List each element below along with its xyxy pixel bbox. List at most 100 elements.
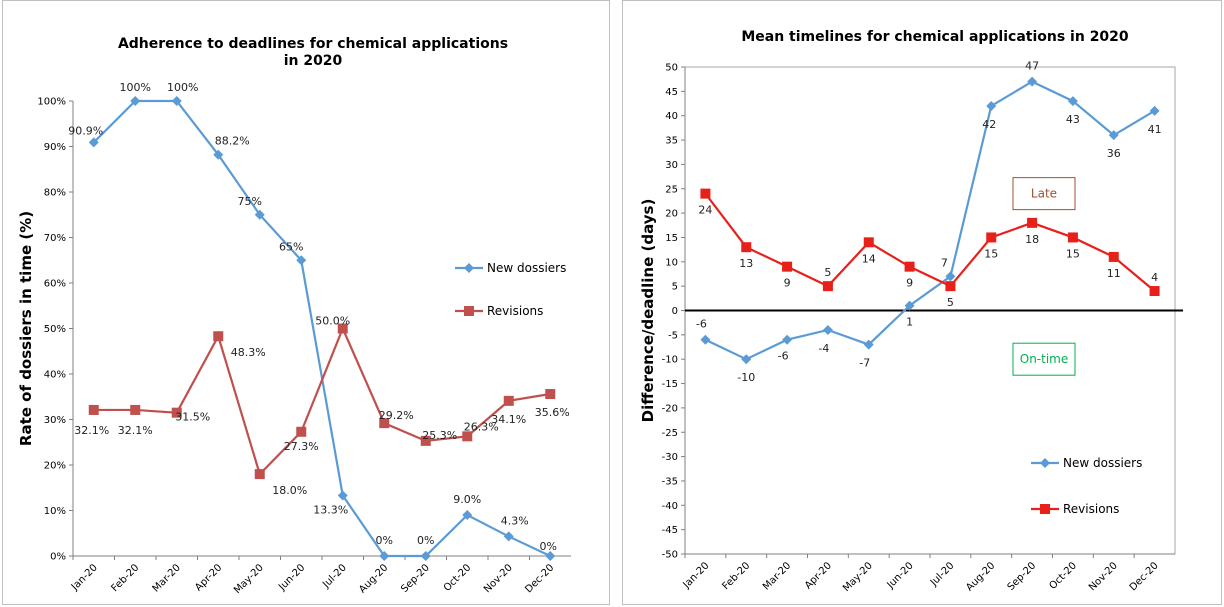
data-point-0-11 [1149, 105, 1160, 116]
x-tick-label: Oct-20 [1047, 560, 1079, 592]
x-tick-label: Sep-20 [399, 562, 432, 595]
series-line-1 [93, 325, 551, 477]
chart-adherence-svg: Adherence to deadlines for chemical appl… [17, 36, 571, 596]
data-point-1-0 [88, 404, 99, 415]
y-tick-label: -15 [662, 379, 678, 390]
data-label-0-2: 100% [167, 81, 198, 94]
series-1: 24 13 9 5 14 9 5 15 18 15 11 4 [698, 188, 1160, 309]
y-tick-label: 40 [665, 111, 678, 122]
x-tick-label: Mar-20 [151, 562, 183, 594]
data-point-1-9 [462, 431, 473, 442]
data-point-0-6 [337, 490, 348, 501]
data-point-0-0 [88, 137, 99, 148]
data-point-1-1 [130, 404, 141, 415]
data-label-1-2: 9 [784, 277, 791, 290]
data-point-0-3 [213, 149, 224, 160]
y-tick-label: -35 [662, 476, 678, 487]
data-point-0-1 [130, 96, 141, 106]
data-label-1-10: 34.1% [491, 413, 526, 426]
annotation-box-0 [1012, 177, 1076, 211]
x-tick-label: Apr-20 [803, 560, 834, 591]
data-point-1-11 [545, 389, 556, 400]
chart-title: in 2020 [284, 53, 343, 69]
y-axis-label: Rate of dossiers in time (%) [17, 211, 35, 446]
data-point-1-5 [904, 261, 915, 272]
legend-label-1: Revisions [487, 304, 543, 318]
data-point-1-2 [782, 261, 793, 272]
x-tick-label: Jun-20 [276, 562, 307, 593]
data-label-0-0: -6 [696, 318, 707, 331]
legend-label-0: New dossiers [1063, 456, 1142, 470]
x-tick-label: Jul-20 [320, 562, 349, 591]
x-tick-label: Aug-20 [357, 562, 390, 595]
chart-timelines-svg: Mean timelines for chemical applications… [639, 29, 1183, 594]
data-label-1-1: 13 [739, 257, 753, 270]
chart-title: Mean timelines for chemical applications… [741, 29, 1129, 45]
data-point-1-0 [700, 188, 711, 199]
annotation-box-1 [1012, 342, 1076, 376]
y-tick-label: 50% [44, 324, 66, 335]
y-tick-label: 5 [672, 282, 678, 293]
x-tick-label: Apr-20 [193, 562, 224, 593]
data-point-0-5 [296, 255, 307, 266]
legend-marker-1 [464, 306, 474, 316]
y-tick-label: 30 [665, 160, 678, 171]
data-label-0-11: 0% [540, 540, 557, 553]
y-tick-label: -45 [662, 525, 678, 536]
data-label-1-1: 32.1% [118, 424, 153, 437]
data-label-0-3: 88.2% [215, 135, 250, 148]
chart-panel-adherence: Adherence to deadlines for chemical appl… [2, 0, 610, 605]
series-line-1 [704, 192, 1156, 292]
data-point-0-5 [904, 300, 915, 311]
data-label-1-0: 24 [698, 204, 712, 217]
y-tick-label: -10 [662, 355, 678, 366]
y-tick-label: 15 [665, 233, 678, 244]
data-label-0-9: 43 [1066, 113, 1080, 126]
annotation-label-0: Late [1031, 187, 1057, 201]
data-label-0-1: 100% [120, 81, 151, 94]
data-point-0-2 [782, 334, 793, 345]
series-line-0 [92, 99, 551, 558]
data-label-1-11: 4 [1151, 271, 1158, 284]
data-label-0-7: 42 [982, 118, 996, 131]
data-label-1-10: 11 [1107, 267, 1121, 280]
data-label-1-6: 5 [947, 296, 954, 309]
data-point-0-1 [741, 354, 752, 365]
data-point-0-7 [986, 100, 997, 111]
data-point-0-9 [462, 510, 473, 521]
data-label-0-6: 13.3% [313, 503, 348, 516]
data-label-0-9: 9.0% [453, 493, 481, 506]
data-label-0-5: 65% [279, 240, 303, 253]
data-label-0-7: 0% [376, 534, 393, 547]
data-point-1-4 [863, 237, 874, 248]
data-label-0-2: -6 [778, 350, 789, 363]
data-point-0-4 [254, 209, 265, 220]
chart-title: Adherence to deadlines for chemical appl… [118, 36, 508, 52]
data-point-1-10 [1108, 251, 1119, 262]
data-label-0-8: 0% [417, 534, 434, 547]
data-label-1-9: 26.3% [464, 420, 499, 433]
y-tick-label: 70% [44, 233, 66, 244]
data-point-1-3 [822, 281, 833, 292]
data-point-1-6 [945, 281, 956, 292]
x-tick-label: Dec-20 [523, 562, 556, 595]
y-tick-label: 90% [44, 142, 66, 153]
x-tick-label: Feb-20 [110, 562, 142, 594]
data-label-1-2: 31.5% [175, 411, 210, 424]
y-tick-label: 30% [44, 415, 66, 426]
x-tick-label: Nov-20 [1087, 560, 1120, 593]
y-tick-label: 20 [665, 209, 678, 220]
data-label-1-7: 15 [984, 247, 998, 260]
series-line-0 [704, 80, 1156, 361]
y-tick-label: 20% [44, 461, 66, 472]
annotation-label-1: On-time [1020, 352, 1069, 366]
data-label-0-11: 41 [1148, 123, 1162, 136]
legend-label-1: Revisions [1063, 502, 1119, 516]
data-point-0-3 [822, 324, 833, 335]
data-label-0-3: -4 [818, 342, 829, 355]
y-tick-label: -5 [668, 330, 678, 341]
y-tick-label: 25 [665, 184, 678, 195]
y-tick-label: -50 [662, 550, 678, 561]
data-label-0-10: 36 [1107, 147, 1121, 160]
data-label-1-9: 15 [1066, 247, 1080, 260]
